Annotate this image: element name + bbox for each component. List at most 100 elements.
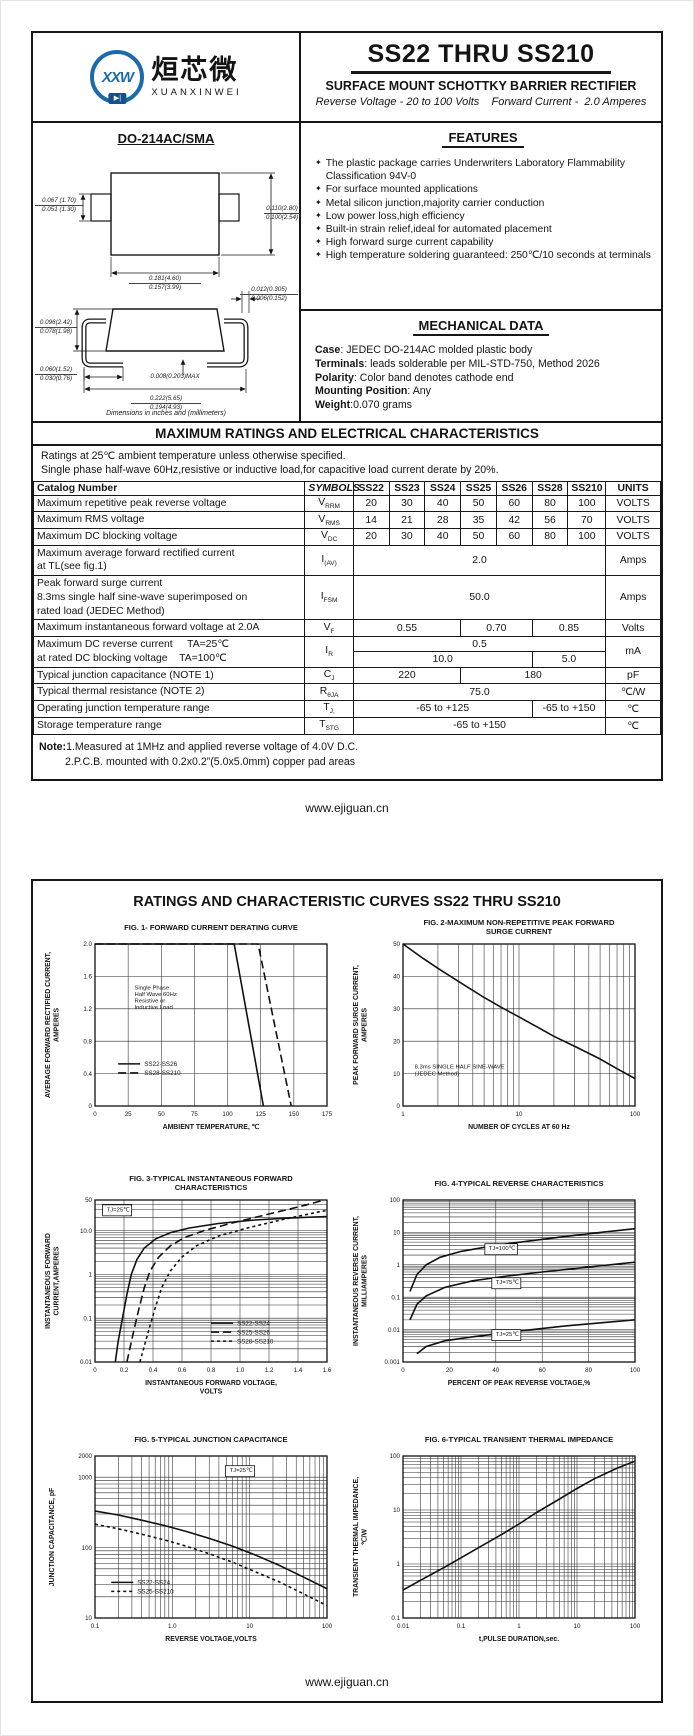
fig5-typical-junction-capacitance: FIG. 5-TYPICAL JUNCTION CAPACITANCE 0.1 1.… xyxy=(39,1426,347,1678)
dimension-label: 0.067 (1.70) 0.051 (1.30) xyxy=(35,197,83,214)
dimension-label: 0.222(5.65) 0.194(4.93) xyxy=(131,395,201,412)
symbol-cell: RθJA xyxy=(304,683,354,702)
ratings-table: Catalog Number SYMBOLS SS22 SS23 SS24 SS25 SS2… xyxy=(32,480,661,735)
svg-text:0.1: 0.1 xyxy=(83,1315,92,1322)
svg-text:SS22-SS24: SS22-SS24 xyxy=(137,1580,170,1587)
symbol-cell: TJ, xyxy=(304,700,354,718)
svg-text:TJ=25℃: TJ=25℃ xyxy=(230,1468,254,1474)
value-cell: -65 to +150 xyxy=(352,716,607,735)
mech-data-row: Mounting Position: Any xyxy=(315,385,431,398)
value-cell: 75.0 xyxy=(352,683,607,702)
svg-text:SURGE CURRENT: SURGE CURRENT xyxy=(486,927,553,936)
svg-text:AMBIENT TEMPERATURE, ℃: AMBIENT TEMPERATURE, ℃ xyxy=(163,1123,260,1131)
column-header: SYMBOLS xyxy=(304,480,360,496)
svg-text:10: 10 xyxy=(393,1071,400,1078)
svg-text:0.01: 0.01 xyxy=(388,1327,401,1334)
table-row: Typical junction capacitance (NOTE 1) CJ 2… xyxy=(32,666,661,685)
table-row: Maximum repetitive peak reverse voltage V… xyxy=(32,494,661,513)
svg-text:10: 10 xyxy=(246,1623,253,1630)
svg-text:FIG. 3-TYPICAL INSTANTANEOUS F: FIG. 3-TYPICAL INSTANTANEOUS FORWARD xyxy=(129,1174,293,1183)
unit-cell: Amps xyxy=(605,575,661,621)
svg-text:100: 100 xyxy=(390,1453,401,1460)
svg-text:100: 100 xyxy=(630,1623,641,1630)
diode-symbol-icon: ▶| xyxy=(108,93,127,104)
svg-text:INSTANTANEOUS FORWARD VOLTAGE,: INSTANTANEOUS FORWARD VOLTAGE, xyxy=(145,1380,277,1387)
bullet-icon: ✦ xyxy=(315,237,322,247)
svg-text:10: 10 xyxy=(393,1230,400,1237)
dimension-label: 0.181(4.60) 0.157(3.99) xyxy=(129,275,201,292)
value-cell: 10.0 xyxy=(352,651,533,668)
svg-text:0.4: 0.4 xyxy=(83,1071,92,1078)
unit-cell: mA xyxy=(605,636,661,668)
value-cell: 80 xyxy=(531,494,569,513)
svg-text:150: 150 xyxy=(289,1111,300,1118)
svg-text:125: 125 xyxy=(256,1111,267,1118)
svg-text:50: 50 xyxy=(393,941,400,948)
value-cell: 56 xyxy=(531,511,569,529)
svg-text:1.2: 1.2 xyxy=(265,1367,274,1374)
feature-item: ✦ Low power loss,high efficiency xyxy=(315,210,465,222)
fig1-forward-current-derating-curve-svg: FIG. 1- FORWARD CURRENT DERATING CURVE 0 2… xyxy=(45,923,333,1131)
value-cell: -65 to +125 xyxy=(352,700,533,718)
svg-text:1.6: 1.6 xyxy=(323,1367,332,1374)
value-cell: 0.5 xyxy=(352,636,607,653)
mech-data-row: Case: JEDEC DO-214AC molded plastic body xyxy=(315,344,533,357)
ratings-summary: Reverse Voltage - 20 to 100 Volts Forwar… xyxy=(315,96,647,108)
column-header: SS25 xyxy=(460,480,497,496)
condition-line-2: Single phase half-wave 60Hz,resistive or… xyxy=(41,463,499,476)
bullet-icon: ✦ xyxy=(315,210,322,220)
value-cell: 30 xyxy=(388,528,426,546)
value-cell: 70 xyxy=(567,511,607,529)
value-cell: 50.0 xyxy=(352,575,607,621)
symbol-cell: TSTG xyxy=(304,716,354,735)
svg-text:0: 0 xyxy=(89,1103,93,1110)
table-notes: Note:1.Measured at 1MHz and applied reve… xyxy=(33,735,661,780)
svg-text:100: 100 xyxy=(390,1197,401,1204)
condition-line-1: Ratings at 25℃ ambient temperature unles… xyxy=(41,450,346,462)
svg-text:100: 100 xyxy=(630,1111,641,1118)
page-1: XXW ▶| 烜芯微 XUANXINWEI SS22 THRU SS210 SU… xyxy=(31,31,663,782)
value-cell: 0.55 xyxy=(352,619,462,638)
value-cell: 2.0 xyxy=(352,544,607,577)
part-number-title: SS22 THRU SS210 xyxy=(351,40,611,74)
symbol-cell: VRRM xyxy=(304,494,354,513)
bullet-icon: ✦ xyxy=(315,184,322,194)
website-link-2[interactable]: www.ejiguan.cn xyxy=(305,1675,389,1689)
fig6-typical-transient-thermal-impedance: FIG. 6-TYPICAL TRANSIENT THERMAL IMPEDAN… xyxy=(347,1426,655,1678)
mechanical-data-section: MECHANICAL DATA Case: JEDEC DO-214AC mol… xyxy=(301,309,661,421)
symbol-cell: I(AV) xyxy=(304,544,354,577)
svg-text:1.4: 1.4 xyxy=(294,1367,303,1374)
value-cell: 5.0 xyxy=(531,651,607,668)
value-cell: 0.85 xyxy=(531,619,607,638)
value-cell: 0.70 xyxy=(460,619,533,638)
fig4-typical-reverse-characteristics: FIG. 4-TYPICAL REVERSE CHARACTERISTICS 0 2… xyxy=(347,1170,655,1422)
svg-text:Single Phase: Single Phase xyxy=(134,985,169,991)
svg-text:NUMBER OF CYCLES AT 60 Hz: NUMBER OF CYCLES AT 60 Hz xyxy=(468,1124,570,1131)
svg-text:10: 10 xyxy=(393,1507,400,1514)
unit-cell: VOLTS xyxy=(605,528,661,546)
svg-text:TRANSIENT THERMAL IMPEDANCE,℃/: TRANSIENT THERMAL IMPEDANCE, ℃/W xyxy=(353,1477,369,1597)
unit-cell: VOLTS xyxy=(605,494,661,513)
unit-cell: ℃ xyxy=(605,700,661,718)
svg-text:20: 20 xyxy=(393,1038,400,1045)
features-heading: FEATURES xyxy=(442,130,524,148)
symbol-cell: VRMS xyxy=(304,511,354,529)
value-cell: 100 xyxy=(567,494,607,513)
brand-logo: XXW ▶| 烜芯微 XUANXINWEI xyxy=(33,33,301,121)
svg-text:1000: 1000 xyxy=(78,1474,92,1481)
svg-text:100: 100 xyxy=(222,1111,233,1118)
svg-text:0.1: 0.1 xyxy=(391,1294,400,1301)
website-link[interactable]: www.ejiguan.cn xyxy=(305,801,389,815)
svg-text:FIG. 4-TYPICAL REVERSE CHARACT: FIG. 4-TYPICAL REVERSE CHARACTERISTICS xyxy=(434,1179,603,1188)
value-cell: 50 xyxy=(460,528,497,546)
value-cell: 100 xyxy=(567,528,607,546)
svg-text:0: 0 xyxy=(401,1367,405,1374)
unit-cell: ℃ xyxy=(605,716,661,735)
device-type-subtitle: SURFACE MOUNT SCHOTTKY BARRIER RECTIFIER xyxy=(325,79,637,93)
svg-text:Resistive or: Resistive or xyxy=(134,999,165,1005)
note-line-1: Note:1.Measured at 1MHz and applied reve… xyxy=(39,740,359,753)
fig2-maximum-non-repetitive-peak-forward-surge-current: FIG. 2-MAXIMUM NON-REPETITIVE PEAK FORWA… xyxy=(347,914,655,1166)
svg-text:CHARACTERISTICS: CHARACTERISTICS xyxy=(175,1183,248,1192)
svg-text:40: 40 xyxy=(492,1367,499,1374)
table-row: Maximum DC reverse current TA=25℃ at rate… xyxy=(32,636,661,668)
